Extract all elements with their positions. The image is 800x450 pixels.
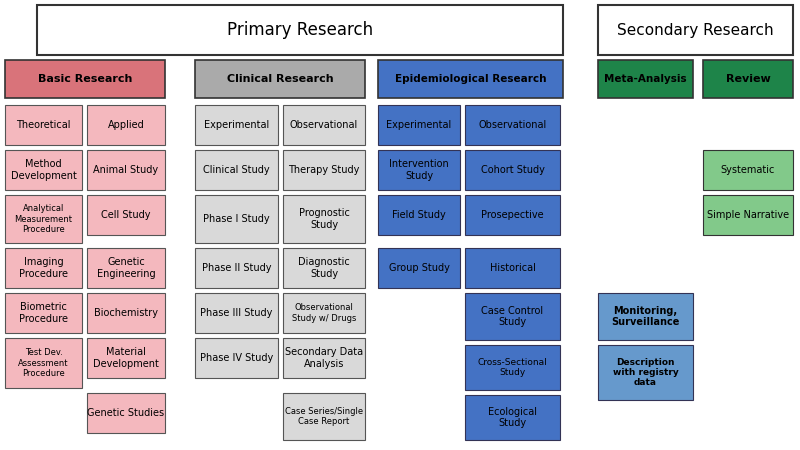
Text: Theoretical: Theoretical (16, 120, 70, 130)
Bar (87, 338, 165, 378)
Text: Diagnostic
Study: Diagnostic Study (298, 257, 350, 279)
Text: Genetic
Engineering: Genetic Engineering (97, 257, 155, 279)
Text: Biometric
Procedure: Biometric Procedure (19, 302, 68, 324)
Bar (465, 195, 560, 235)
Bar (465, 293, 560, 340)
Text: Description
with registry
data: Description with registry data (613, 358, 678, 387)
Bar (598, 5, 793, 55)
Bar (5, 195, 82, 243)
Text: Case Series/Single
Case Report: Case Series/Single Case Report (285, 407, 363, 426)
Bar (283, 195, 365, 243)
Text: Therapy Study: Therapy Study (288, 165, 360, 175)
Bar (87, 195, 165, 235)
Text: Genetic Studies: Genetic Studies (87, 408, 165, 418)
Bar (87, 393, 165, 433)
Bar (598, 345, 693, 400)
Bar (283, 150, 365, 190)
Text: Animal Study: Animal Study (94, 165, 158, 175)
Text: Test Dev.
Assessment
Procedure: Test Dev. Assessment Procedure (18, 348, 69, 378)
Text: Clinical Research: Clinical Research (226, 74, 334, 84)
Bar (195, 195, 278, 243)
Text: Biochemistry: Biochemistry (94, 308, 158, 318)
Bar (465, 248, 560, 288)
Bar (465, 150, 560, 190)
Text: Historical: Historical (490, 263, 535, 273)
Bar (195, 293, 278, 333)
Bar (37, 5, 563, 55)
Text: Material
Development: Material Development (93, 347, 159, 369)
Text: Applied: Applied (108, 120, 144, 130)
Bar (378, 60, 563, 98)
Bar (283, 338, 365, 378)
Text: Analytical
Measurement
Procedure: Analytical Measurement Procedure (14, 204, 73, 234)
Text: Phase I Study: Phase I Study (203, 214, 270, 224)
Text: Imaging
Procedure: Imaging Procedure (19, 257, 68, 279)
Bar (283, 248, 365, 288)
Bar (195, 248, 278, 288)
Text: Prosepective: Prosepective (481, 210, 544, 220)
Bar (465, 345, 560, 390)
Bar (195, 338, 278, 378)
Bar (598, 60, 693, 98)
Bar (5, 60, 165, 98)
Text: Field Study: Field Study (392, 210, 446, 220)
Bar (283, 105, 365, 145)
Text: Primary Research: Primary Research (227, 21, 373, 39)
Text: Case Control
Study: Case Control Study (482, 306, 543, 327)
Bar (283, 393, 365, 440)
Text: Monitoring,
Surveillance: Monitoring, Surveillance (611, 306, 680, 327)
Text: Meta-Analysis: Meta-Analysis (604, 74, 687, 84)
Text: Experimental: Experimental (386, 120, 452, 130)
Text: Simple Narrative: Simple Narrative (707, 210, 789, 220)
Bar (378, 150, 460, 190)
Text: Epidemiological Research: Epidemiological Research (394, 74, 546, 84)
Bar (87, 293, 165, 333)
Text: Phase II Study: Phase II Study (202, 263, 271, 273)
Text: Method
Development: Method Development (10, 159, 77, 181)
Text: Cross-Sectional
Study: Cross-Sectional Study (478, 358, 547, 377)
Bar (378, 195, 460, 235)
Text: Observational: Observational (478, 120, 546, 130)
Text: Cell Study: Cell Study (102, 210, 150, 220)
Bar (598, 293, 693, 340)
Bar (378, 105, 460, 145)
Text: Ecological
Study: Ecological Study (488, 407, 537, 428)
Text: Observational: Observational (290, 120, 358, 130)
Text: Prognostic
Study: Prognostic Study (298, 208, 350, 230)
Text: Basic Research: Basic Research (38, 74, 132, 84)
Text: Phase IV Study: Phase IV Study (200, 353, 273, 363)
Bar (378, 248, 460, 288)
Bar (5, 105, 82, 145)
Text: Secondary Research: Secondary Research (617, 22, 774, 37)
Bar (87, 248, 165, 288)
Text: Phase III Study: Phase III Study (200, 308, 273, 318)
Bar (87, 105, 165, 145)
Bar (465, 395, 560, 440)
Text: Secondary Data
Analysis: Secondary Data Analysis (285, 347, 363, 369)
Bar (283, 293, 365, 333)
Bar (195, 105, 278, 145)
Text: Group Study: Group Study (389, 263, 450, 273)
Bar (465, 105, 560, 145)
Bar (5, 150, 82, 190)
Bar (703, 195, 793, 235)
Text: Clinical Study: Clinical Study (203, 165, 270, 175)
Text: Cohort Study: Cohort Study (481, 165, 545, 175)
Bar (5, 293, 82, 333)
Bar (703, 60, 793, 98)
Bar (703, 150, 793, 190)
Bar (87, 150, 165, 190)
Bar (195, 150, 278, 190)
Bar (195, 60, 365, 98)
Text: Observational
Study w/ Drugs: Observational Study w/ Drugs (292, 303, 356, 323)
Text: Review: Review (726, 74, 770, 84)
Text: Intervention
Study: Intervention Study (389, 159, 449, 181)
Bar (5, 338, 82, 388)
Text: Experimental: Experimental (204, 120, 269, 130)
Text: Systematic: Systematic (721, 165, 775, 175)
Bar (5, 248, 82, 288)
